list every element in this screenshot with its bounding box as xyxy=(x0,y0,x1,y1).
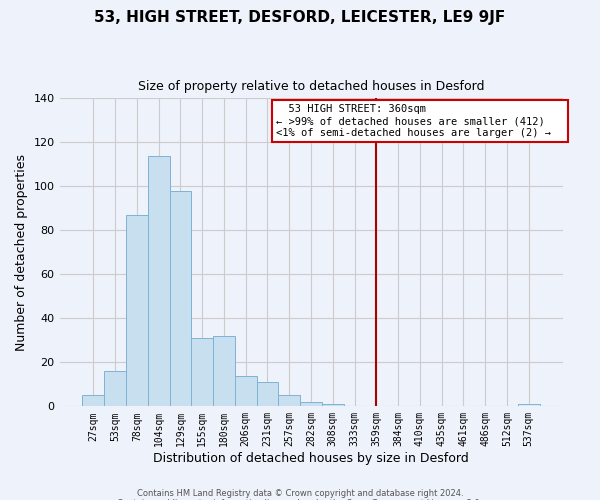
Title: Size of property relative to detached houses in Desford: Size of property relative to detached ho… xyxy=(138,80,484,93)
Bar xyxy=(257,382,278,406)
Text: 53, HIGH STREET, DESFORD, LEICESTER, LE9 9JF: 53, HIGH STREET, DESFORD, LEICESTER, LE9… xyxy=(94,10,506,25)
Text: Contains public sector information licensed under the Open Government Licence v3: Contains public sector information licen… xyxy=(118,498,482,500)
Bar xyxy=(235,376,257,406)
X-axis label: Distribution of detached houses by size in Desford: Distribution of detached houses by size … xyxy=(153,452,469,465)
Text: Contains HM Land Registry data © Crown copyright and database right 2024.: Contains HM Land Registry data © Crown c… xyxy=(137,488,463,498)
Text: 53 HIGH STREET: 360sqm
← >99% of detached houses are smaller (412)
<1% of semi-d: 53 HIGH STREET: 360sqm ← >99% of detache… xyxy=(276,104,563,138)
Bar xyxy=(126,215,148,406)
Bar xyxy=(191,338,213,406)
Y-axis label: Number of detached properties: Number of detached properties xyxy=(15,154,28,351)
Bar xyxy=(300,402,322,406)
Bar xyxy=(104,371,126,406)
Bar xyxy=(278,396,300,406)
Bar xyxy=(170,190,191,406)
Bar xyxy=(213,336,235,406)
Bar xyxy=(148,156,170,406)
Bar xyxy=(518,404,539,406)
Bar xyxy=(82,396,104,406)
Bar xyxy=(322,404,344,406)
